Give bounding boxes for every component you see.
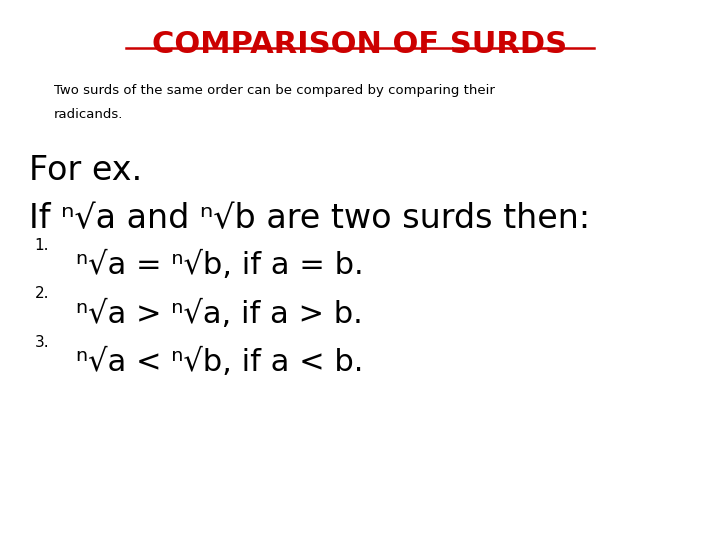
Text: COMPARISON OF SURDS: COMPARISON OF SURDS (153, 30, 567, 59)
Text: ⁿ√a > ⁿ√a, if a > b.: ⁿ√a > ⁿ√a, if a > b. (76, 300, 362, 329)
Text: For ex.: For ex. (29, 154, 142, 187)
Text: 3.: 3. (35, 335, 49, 350)
Text: 1.: 1. (35, 238, 49, 253)
Text: 2.: 2. (35, 286, 49, 301)
Text: Two surds of the same order can be compared by comparing their: Two surds of the same order can be compa… (54, 84, 495, 97)
Text: If ⁿ√a and ⁿ√b are two surds then:: If ⁿ√a and ⁿ√b are two surds then: (29, 202, 590, 235)
Text: ⁿ√a = ⁿ√b, if a = b.: ⁿ√a = ⁿ√b, if a = b. (76, 251, 363, 280)
Text: radicands.: radicands. (54, 108, 123, 121)
Text: ⁿ√a < ⁿ√b, if a < b.: ⁿ√a < ⁿ√b, if a < b. (76, 348, 363, 377)
